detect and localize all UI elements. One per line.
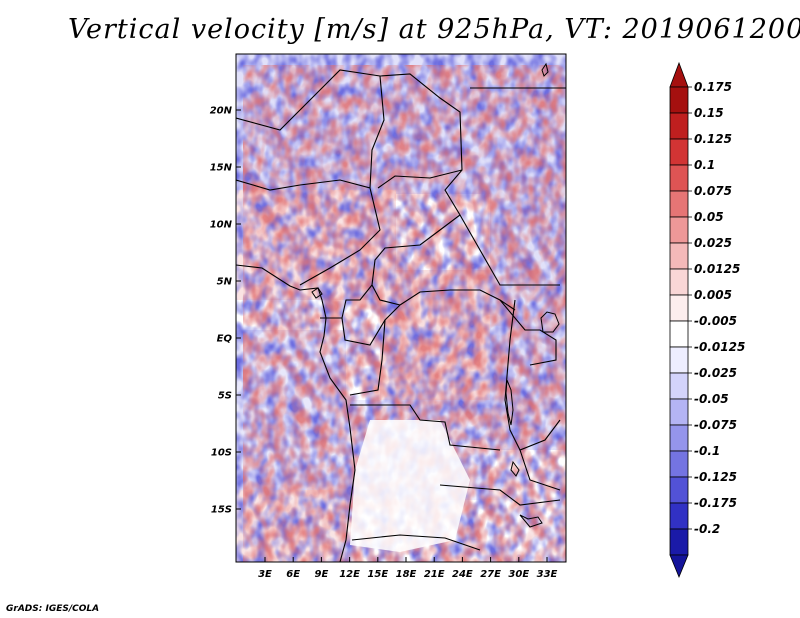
- colorbar-swatch: [669, 216, 689, 244]
- colorbar-swatch: [669, 320, 689, 348]
- colorbar-swatch: [669, 86, 689, 114]
- colorbar-swatch: [669, 346, 689, 374]
- colorbar-label: 0.05: [694, 210, 724, 224]
- colorbar-swatch: [669, 424, 689, 452]
- lat-tick-label: 10S: [211, 448, 232, 459]
- latitude-axis: 20N 15N 10N 5N EQ 5S 10S 15S: [210, 106, 241, 516]
- longitude-axis: 3E 6E 9E 12E 15E 18E 21E 24E 27E 30E 33E: [258, 557, 558, 580]
- lat-tick-label: EQ: [217, 334, 233, 345]
- lat-tick-label: 20N: [210, 106, 233, 117]
- map-title: Vertical velocity [m/s] at 925hPa, VT: 2…: [68, 14, 800, 45]
- colorbar-label: -0.005: [694, 314, 737, 328]
- lakes: [311, 62, 560, 528]
- colorbar-label: 0.075: [694, 184, 732, 198]
- lon-tick-label: 33E: [537, 569, 558, 580]
- colorbar-label: 0.025: [694, 236, 732, 250]
- colorbar-label: 0.005: [694, 288, 732, 302]
- lon-tick-label: 27E: [480, 569, 501, 580]
- colorbar-label: -0.125: [694, 470, 737, 484]
- colorbar-label: -0.1: [694, 444, 720, 458]
- colorbar-label: -0.075: [694, 418, 737, 432]
- lat-tick-label: 10N: [210, 220, 233, 231]
- colorbar-label: -0.2: [694, 522, 720, 536]
- colorbar-label: 0.1: [694, 158, 715, 172]
- lon-tick-label: 24E: [452, 569, 473, 580]
- lat-tick-label: 5S: [218, 391, 232, 402]
- lon-tick-label: 6E: [286, 569, 300, 580]
- colorbar-label: -0.025: [694, 366, 737, 380]
- colorbar-label: -0.0125: [694, 340, 745, 354]
- colorbar-swatch: [669, 476, 689, 504]
- colorbar: 0.175 0.15 0.125 0.1 0.075 0.05 0.025 0.0125 0.0…: [669, 61, 745, 579]
- colorbar-label: -0.05: [694, 392, 729, 406]
- colorbar-label: 0.125: [694, 132, 732, 146]
- colorbar-swatch: [669, 268, 689, 296]
- colorbar-swatch: [669, 398, 689, 426]
- colorbar-label: 0.0125: [694, 262, 740, 276]
- lon-tick-label: 3E: [258, 569, 272, 580]
- colorbar-swatch: [669, 294, 689, 322]
- colorbar-label: -0.175: [694, 496, 737, 510]
- lon-tick-label: 9E: [315, 569, 329, 580]
- colorbar-swatch: [669, 528, 689, 556]
- lon-tick-label: 12E: [339, 569, 360, 580]
- grads-credit: GrADS: IGES/COLA: [6, 604, 100, 614]
- colorbar-swatch: [669, 502, 689, 530]
- colorbar-swatch: [669, 112, 689, 140]
- lon-tick-label: 21E: [424, 569, 445, 580]
- colorbar-bottom-arrow: [669, 554, 689, 579]
- lon-tick-label: 30E: [508, 569, 529, 580]
- lat-tick-label: 15N: [210, 163, 233, 174]
- lat-tick-label: 5N: [217, 277, 233, 288]
- vertical-velocity-field: [236, 54, 566, 562]
- lat-tick-label: 15S: [211, 505, 232, 516]
- colorbar-label: 0.175: [694, 80, 732, 94]
- plot-frame: [235, 53, 567, 563]
- colorbar-swatch: [669, 242, 689, 270]
- lon-tick-label: 18E: [396, 569, 417, 580]
- colorbar-swatch: [669, 164, 689, 192]
- colorbar-swatch: [669, 190, 689, 218]
- country-borders: [236, 69, 566, 562]
- colorbar-swatch: [669, 372, 689, 400]
- colorbar-top-arrow: [669, 61, 689, 88]
- colorbar-swatch: [669, 138, 689, 166]
- lon-tick-label: 15E: [367, 569, 388, 580]
- colorbar-label: 0.15: [694, 106, 724, 120]
- colorbar-swatch: [669, 450, 689, 478]
